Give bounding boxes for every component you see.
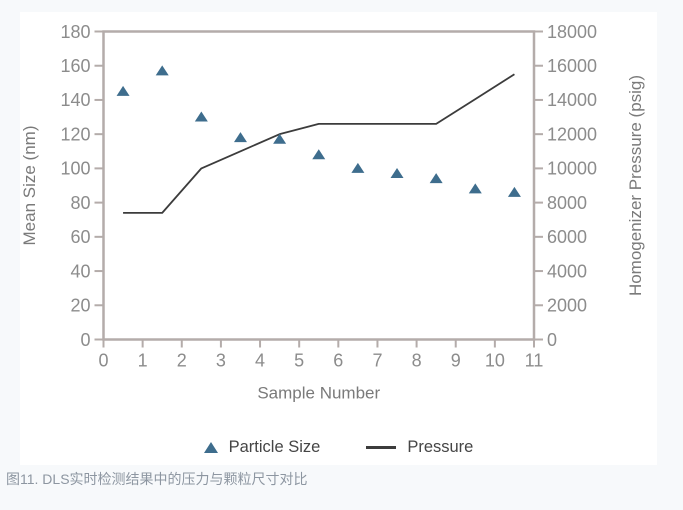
y-right-tick-label: 2000 [547, 296, 587, 316]
pressure-line [123, 73, 515, 214]
x-tick-label: 7 [372, 351, 382, 371]
y-left-tick-label: 20 [70, 296, 90, 316]
chart-legend: Particle Size Pressure [20, 438, 657, 457]
x-tick-label: 6 [333, 351, 343, 371]
y-left-tick-label: 60 [70, 227, 90, 247]
x-tick-label: 2 [177, 351, 187, 371]
legend-label-pressure: Pressure [407, 438, 474, 456]
particle-size-marker [507, 186, 521, 197]
x-tick-label: 3 [216, 351, 226, 371]
particle-size-marker [468, 183, 482, 194]
particle-size-marker [273, 133, 287, 144]
triangle-marker-icon [203, 442, 218, 453]
x-axis-title: Sample Number [257, 384, 380, 403]
particle-size-marker [429, 173, 443, 184]
particle-size-marker [312, 149, 326, 160]
dual-axis-combo-chart: 0204060801001201401601800200040006000800… [20, 22, 645, 403]
y-right-tick-label: 14000 [547, 90, 597, 110]
y-left-tick-label: 0 [80, 330, 90, 350]
y-right-axis-title: Homogenizer Pressure (psig) [626, 75, 645, 296]
x-tick-label: 1 [138, 351, 148, 371]
plot-frame [102, 30, 536, 341]
x-tick-label: 8 [412, 351, 422, 371]
particle-size-marker [155, 65, 169, 76]
y-left-tick-label: 160 [60, 56, 90, 76]
y-right-tick-label: 8000 [547, 193, 587, 213]
figure-caption: 图11. DLS实时检测结果中的压力与颗粒尺寸对比 [6, 471, 308, 487]
particle-size-marker [116, 85, 130, 96]
particle-size-marker [390, 168, 404, 179]
y-left-tick-label: 80 [70, 193, 90, 213]
particle-size-marker [233, 132, 247, 143]
legend-item-particle-size: Particle Size [203, 438, 321, 457]
y-left-tick-label: 120 [60, 124, 90, 144]
y-left-axis-title: Mean Size (nm) [20, 126, 39, 246]
chart-panel: 0 20 40 60 80 100 120 140 160 180 0 2000 4000 6000 800… [20, 12, 657, 465]
x-tick-label: 4 [255, 351, 265, 371]
particle-size-marker [194, 111, 208, 122]
legend-label-particle-size: Particle Size [228, 438, 321, 456]
x-tick-label: 5 [294, 351, 304, 371]
y-right-tick-label: 6000 [547, 227, 587, 247]
line-marker-icon [366, 446, 397, 449]
y-left-tick-label: 100 [60, 159, 90, 179]
legend-item-pressure: Pressure [366, 438, 473, 457]
y-right-tick-label: 18000 [547, 22, 597, 42]
x-tick-label: 10 [485, 351, 505, 371]
y-left-tick-label: 140 [60, 90, 90, 110]
y-right-tick-label: 0 [547, 330, 557, 350]
y-right-tick-label: 16000 [547, 56, 597, 76]
y-left-tick-label: 180 [60, 22, 90, 42]
x-tick-label: 9 [451, 351, 461, 371]
y-left-tick-label: 40 [70, 261, 90, 281]
x-tick-label: 11 [525, 351, 544, 371]
particle-size-marker [351, 162, 365, 173]
y-right-tick-label: 4000 [547, 261, 587, 281]
y-right-tick-label: 12000 [547, 124, 597, 144]
y-right-tick-label: 10000 [547, 159, 597, 179]
x-tick-label: 0 [98, 351, 108, 371]
